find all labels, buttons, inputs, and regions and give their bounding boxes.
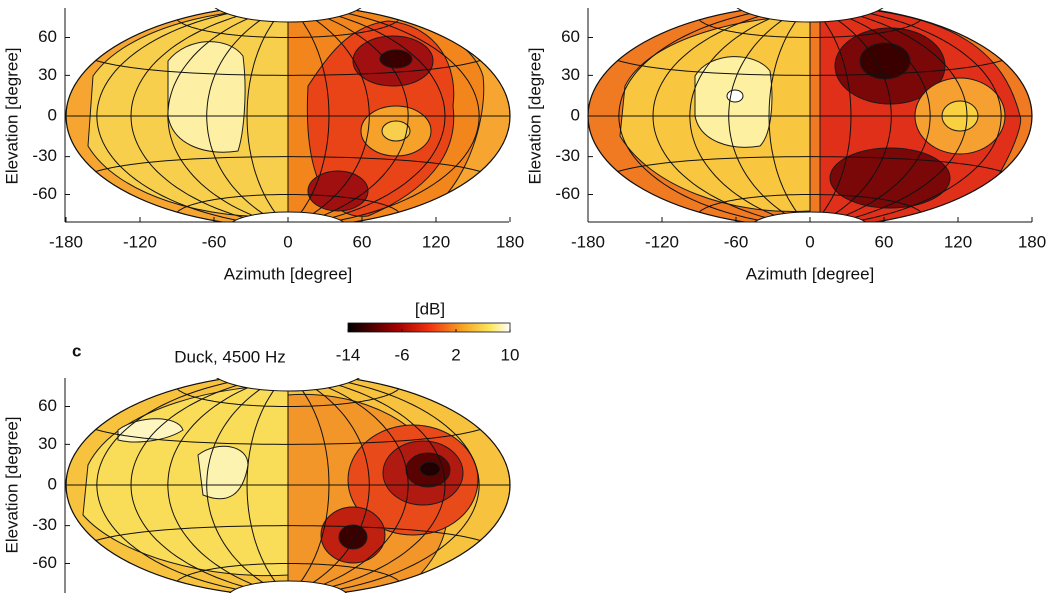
parallel <box>95 60 481 76</box>
y-tick-label: 0 <box>571 105 580 124</box>
pole-gap <box>229 580 347 593</box>
pole-gap <box>214 8 362 23</box>
x-tick-label: 180 <box>496 232 524 251</box>
x-tick-label: -180 <box>49 232 83 251</box>
y-tick-label: -60 <box>32 553 57 572</box>
parallel <box>698 19 922 38</box>
panel-label: c <box>72 341 81 360</box>
colorbar-tick-label: 2 <box>451 345 460 364</box>
colorbar <box>347 322 511 333</box>
contour <box>419 461 441 477</box>
y-tick-label: -30 <box>555 146 580 165</box>
colorbar-tick-label: -14 <box>336 345 361 364</box>
x-tick-label: 120 <box>944 232 972 251</box>
parallel <box>698 194 922 213</box>
y-tick-label: -60 <box>32 184 57 203</box>
y-axis-label: Elevation [degree] <box>525 47 544 184</box>
x-tick-label: 0 <box>805 232 814 251</box>
parallel <box>176 194 400 213</box>
panel-a <box>65 8 511 222</box>
y-tick-label: 60 <box>561 27 580 46</box>
parallel <box>95 525 481 541</box>
parallel <box>95 429 481 445</box>
x-tick-label: 60 <box>875 232 894 251</box>
x-tick-label: 180 <box>1018 232 1046 251</box>
y-tick-label: 60 <box>38 396 57 415</box>
panel-b <box>587 8 1033 222</box>
pole-gap <box>736 8 884 23</box>
parallel <box>617 156 1003 172</box>
x-tick-label: -180 <box>571 232 605 251</box>
y-tick-label: 30 <box>561 65 580 84</box>
parallel <box>176 19 400 38</box>
panel-c <box>65 378 511 593</box>
contour <box>726 89 744 103</box>
x-tick-label: -120 <box>123 232 157 251</box>
y-tick-label: 60 <box>38 27 57 46</box>
y-tick-label: -30 <box>32 146 57 165</box>
y-axis-label: Elevation [degree] <box>2 416 21 553</box>
y-tick-label: 30 <box>38 434 57 453</box>
y-tick-label: 0 <box>48 105 57 124</box>
contour <box>379 49 413 69</box>
x-axis-label: Azimuth [degree] <box>746 264 875 283</box>
contour <box>381 120 411 142</box>
x-tick-label: 120 <box>422 232 450 251</box>
parallel <box>95 156 481 172</box>
contour <box>338 524 368 550</box>
x-tick-label: 0 <box>283 232 292 251</box>
x-tick-label: -120 <box>645 232 679 251</box>
contour <box>307 170 369 212</box>
x-tick-label: -60 <box>724 232 749 251</box>
x-tick-label: -60 <box>202 232 227 251</box>
colorbar-tick-label: 10 <box>501 345 520 364</box>
contour <box>167 41 246 153</box>
colorbar-tick-label: -6 <box>394 345 409 364</box>
x-axis-label: Azimuth [degree] <box>224 264 353 283</box>
parallel <box>617 60 1003 76</box>
y-tick-label: 30 <box>38 65 57 84</box>
colorbar-label: [dB] <box>415 299 445 318</box>
y-axis-label: Elevation [degree] <box>2 47 21 184</box>
panel-title: Duck, 4500 Hz <box>174 347 286 366</box>
y-tick-label: -60 <box>555 184 580 203</box>
parallel <box>176 563 400 582</box>
contour <box>117 418 184 443</box>
y-tick-label: -30 <box>32 515 57 534</box>
pole-gap <box>215 378 361 392</box>
parallel <box>176 388 400 407</box>
x-tick-label: 60 <box>353 232 372 251</box>
y-tick-label: 0 <box>48 474 57 493</box>
